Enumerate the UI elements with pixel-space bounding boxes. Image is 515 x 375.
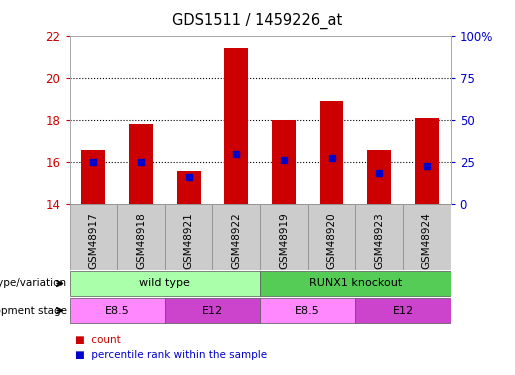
Bar — [320, 101, 344, 204]
Bar — [70, 204, 117, 270]
Text: GSM48923: GSM48923 — [374, 212, 384, 269]
Bar — [165, 298, 260, 323]
Text: E8.5: E8.5 — [105, 306, 130, 315]
Bar — [355, 204, 403, 270]
Text: GSM48920: GSM48920 — [327, 212, 336, 269]
Bar — [177, 171, 200, 204]
Bar — [260, 204, 308, 270]
Text: GSM48924: GSM48924 — [422, 212, 432, 269]
Bar — [213, 204, 260, 270]
Text: GSM48918: GSM48918 — [136, 212, 146, 269]
Bar — [367, 150, 391, 204]
Text: GSM48921: GSM48921 — [184, 212, 194, 269]
Bar — [260, 298, 355, 323]
Bar — [415, 118, 439, 204]
Bar — [70, 271, 260, 296]
Text: genotype/variation: genotype/variation — [0, 279, 67, 288]
Text: E8.5: E8.5 — [295, 306, 320, 315]
Bar — [81, 150, 105, 204]
Bar — [165, 204, 212, 270]
Text: GSM48917: GSM48917 — [89, 212, 98, 269]
Bar — [307, 204, 355, 270]
Text: GSM48919: GSM48919 — [279, 212, 289, 269]
Bar — [70, 298, 165, 323]
Text: E12: E12 — [392, 306, 414, 315]
Text: RUNX1 knockout: RUNX1 knockout — [308, 279, 402, 288]
Text: GDS1511 / 1459226_at: GDS1511 / 1459226_at — [173, 13, 342, 29]
Bar — [355, 298, 451, 323]
Bar — [129, 124, 153, 204]
Text: development stage: development stage — [0, 306, 67, 315]
Text: ■  percentile rank within the sample: ■ percentile rank within the sample — [75, 350, 267, 360]
Bar — [260, 271, 451, 296]
Bar — [403, 204, 451, 270]
Bar — [117, 204, 165, 270]
Text: E12: E12 — [202, 306, 223, 315]
Bar — [225, 48, 248, 204]
Text: ■  count: ■ count — [75, 335, 121, 345]
Text: GSM48922: GSM48922 — [231, 212, 241, 269]
Bar — [272, 120, 296, 204]
Text: wild type: wild type — [140, 279, 190, 288]
